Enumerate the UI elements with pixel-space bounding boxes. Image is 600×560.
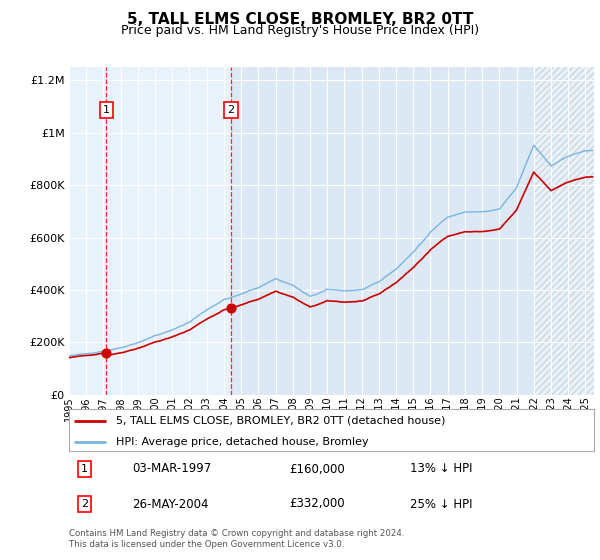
Text: Contains HM Land Registry data © Crown copyright and database right 2024.
This d: Contains HM Land Registry data © Crown c… bbox=[69, 529, 404, 549]
Text: £160,000: £160,000 bbox=[290, 463, 345, 475]
Text: 5, TALL ELMS CLOSE, BROMLEY, BR2 0TT (detached house): 5, TALL ELMS CLOSE, BROMLEY, BR2 0TT (de… bbox=[116, 416, 446, 426]
Bar bbox=[69, 67, 231, 395]
Text: 13% ↓ HPI: 13% ↓ HPI bbox=[410, 463, 473, 475]
Text: HPI: Average price, detached house, Bromley: HPI: Average price, detached house, Brom… bbox=[116, 437, 369, 446]
Bar bbox=[534, 67, 594, 395]
Text: 1: 1 bbox=[103, 105, 110, 115]
Point bbox=[226, 304, 236, 312]
Text: 5, TALL ELMS CLOSE, BROMLEY, BR2 0TT: 5, TALL ELMS CLOSE, BROMLEY, BR2 0TT bbox=[127, 12, 473, 27]
Text: 2: 2 bbox=[227, 105, 235, 115]
Text: Price paid vs. HM Land Registry's House Price Index (HPI): Price paid vs. HM Land Registry's House … bbox=[121, 24, 479, 36]
Text: £332,000: £332,000 bbox=[290, 497, 345, 511]
Text: 1: 1 bbox=[81, 464, 88, 474]
Bar bbox=[534, 67, 594, 395]
Text: 25% ↓ HPI: 25% ↓ HPI bbox=[410, 497, 473, 511]
Text: 2: 2 bbox=[81, 499, 88, 509]
Point bbox=[101, 348, 111, 357]
Text: 03-MAR-1997: 03-MAR-1997 bbox=[132, 463, 211, 475]
Text: 26-MAY-2004: 26-MAY-2004 bbox=[132, 497, 209, 511]
